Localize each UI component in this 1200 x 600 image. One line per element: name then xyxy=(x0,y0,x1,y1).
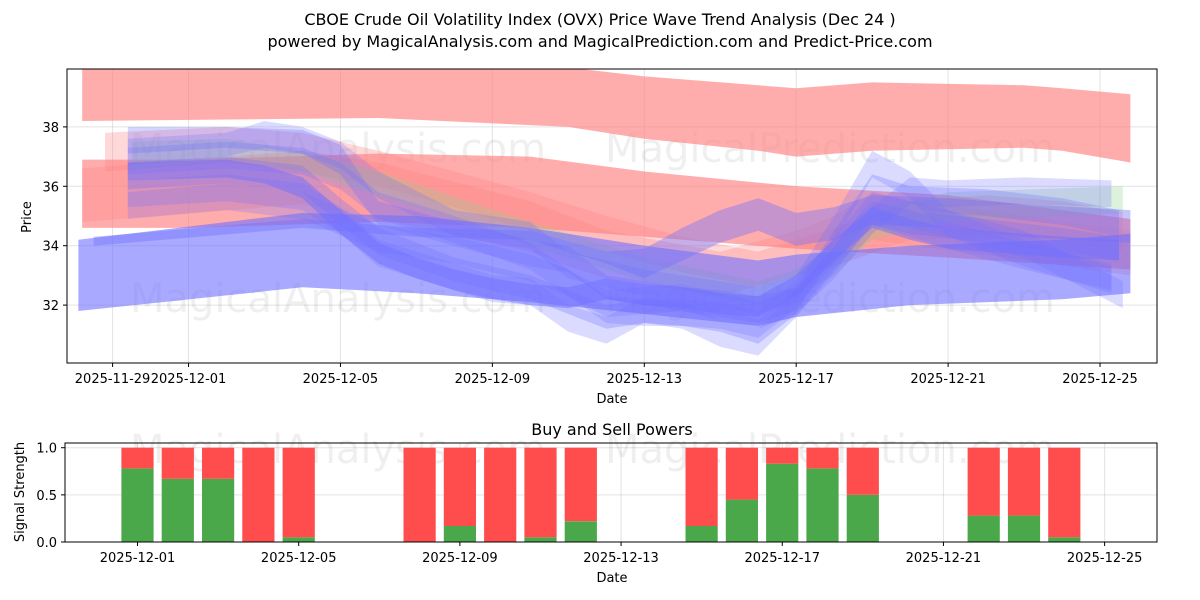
price-x-tick-label: 2025-12-01 xyxy=(151,372,227,387)
blue-wave-band xyxy=(127,156,1120,344)
signal-y-tick-label: 0.5 xyxy=(36,489,57,504)
buy-bar xyxy=(725,499,758,542)
price-y-tick-label: 36 xyxy=(42,180,59,195)
price-x-ticks: 2025-11-29 2025-12-01 2025-12-05 2025-12-09… xyxy=(75,363,1138,387)
red-wave-band xyxy=(105,126,1123,288)
blue-wave-band xyxy=(127,141,1112,338)
sell-bar xyxy=(524,447,557,538)
blue-wave-band xyxy=(127,126,1120,323)
sell-bar xyxy=(282,447,315,538)
red-wave-band xyxy=(82,153,1131,270)
price-x-tick-label: 2025-12-09 xyxy=(455,372,531,387)
sell-bar xyxy=(685,447,718,526)
sell-bar xyxy=(484,447,517,542)
buy-bar xyxy=(967,515,1000,542)
sell-bar xyxy=(121,447,154,469)
buy-bar xyxy=(282,537,315,542)
buy-bar xyxy=(846,494,879,542)
buy-bar xyxy=(524,537,557,542)
sell-bar xyxy=(202,447,235,479)
signal-y-axis-label: Signal Strength xyxy=(13,442,28,542)
price-y-tick-label: 38 xyxy=(42,121,59,136)
sell-bar xyxy=(1007,447,1041,516)
sell-bar xyxy=(443,447,476,526)
signal-title: Buy and Sell Powers xyxy=(531,420,693,439)
price-plot: MagicalAnalysis.com MagicalPrediction.co… xyxy=(20,68,1158,407)
red-wave-band xyxy=(82,69,1131,163)
signal-y-ticks: 0.0 0.5 1.0 xyxy=(36,442,65,551)
signal-x-tick-label: 2025-12-01 xyxy=(100,551,176,566)
price-y-ticks: 32 34 36 38 xyxy=(42,121,67,314)
price-y-axis-label: Price xyxy=(20,201,35,233)
signal-x-axis-label: Date xyxy=(596,571,627,586)
sell-bar xyxy=(967,447,1000,516)
signal-x-tick-label: 2025-12-05 xyxy=(261,551,337,566)
blue-wave-band xyxy=(127,159,1120,317)
sell-bar xyxy=(846,447,879,495)
price-x-tick-label: 2025-12-21 xyxy=(910,372,986,387)
price-x-tick-label: 2025-12-17 xyxy=(758,372,834,387)
buy-bar xyxy=(564,521,597,542)
green-wave-band xyxy=(131,138,1123,306)
price-plot-frame xyxy=(66,68,1158,364)
watermark-analysis-signal: MagicalAnalysis.com xyxy=(130,427,546,473)
buy-bar xyxy=(202,478,235,542)
signal-bars xyxy=(121,447,1081,542)
signal-y-tick-label: 0.0 xyxy=(36,536,57,551)
buy-bar xyxy=(121,468,154,542)
sell-bar xyxy=(725,447,758,500)
buy-bar xyxy=(806,468,839,542)
signal-plot: Buy and Sell Powers MagicalAnalysis.com … xyxy=(13,420,1158,586)
sell-bar xyxy=(161,447,194,479)
signal-x-ticks: 2025-12-01 2025-12-05 2025-12-09 2025-12-13… xyxy=(100,542,1143,566)
signal-x-tick-label: 2025-12-13 xyxy=(583,551,659,566)
price-x-axis-label: Date xyxy=(596,392,627,407)
sell-bar xyxy=(1048,447,1081,538)
buy-bar xyxy=(766,463,799,542)
blue-wave-band xyxy=(78,213,1131,326)
buy-bar xyxy=(443,526,476,542)
price-x-tick-label: 2025-12-25 xyxy=(1062,372,1138,387)
blue-wave-band xyxy=(127,121,1123,314)
signal-x-tick-label: 2025-12-17 xyxy=(744,551,820,566)
signal-x-tick-label: 2025-12-25 xyxy=(1067,551,1143,566)
signal-y-tick-label: 1.0 xyxy=(36,442,57,457)
sell-bar xyxy=(766,447,799,464)
price-y-tick-label: 34 xyxy=(42,240,59,255)
buy-bar xyxy=(685,526,718,542)
price-bands xyxy=(78,69,1131,356)
red-wave-band xyxy=(82,150,1131,297)
sell-bar xyxy=(564,447,597,522)
signal-plot-frame xyxy=(64,442,1158,543)
sell-bar xyxy=(242,447,275,542)
price-x-tick-label: 2025-11-29 xyxy=(75,372,151,387)
buy-bar xyxy=(1007,515,1041,542)
blue-wave-band xyxy=(93,195,1131,279)
buy-bar xyxy=(161,478,194,542)
chart-subtitle: powered by MagicalAnalysis.com and Magic… xyxy=(267,32,932,51)
signal-x-tick-label: 2025-12-21 xyxy=(906,551,982,566)
buy-bar xyxy=(1048,537,1081,542)
price-x-tick-label: 2025-12-13 xyxy=(607,372,683,387)
sell-bar xyxy=(806,447,839,469)
chart-title: CBOE Crude Oil Volatility Index (OVX) Pr… xyxy=(304,10,895,29)
sell-bar xyxy=(403,447,436,542)
price-x-tick-label: 2025-12-05 xyxy=(303,372,379,387)
price-y-tick-label: 32 xyxy=(42,299,59,314)
signal-x-tick-label: 2025-12-09 xyxy=(422,551,498,566)
